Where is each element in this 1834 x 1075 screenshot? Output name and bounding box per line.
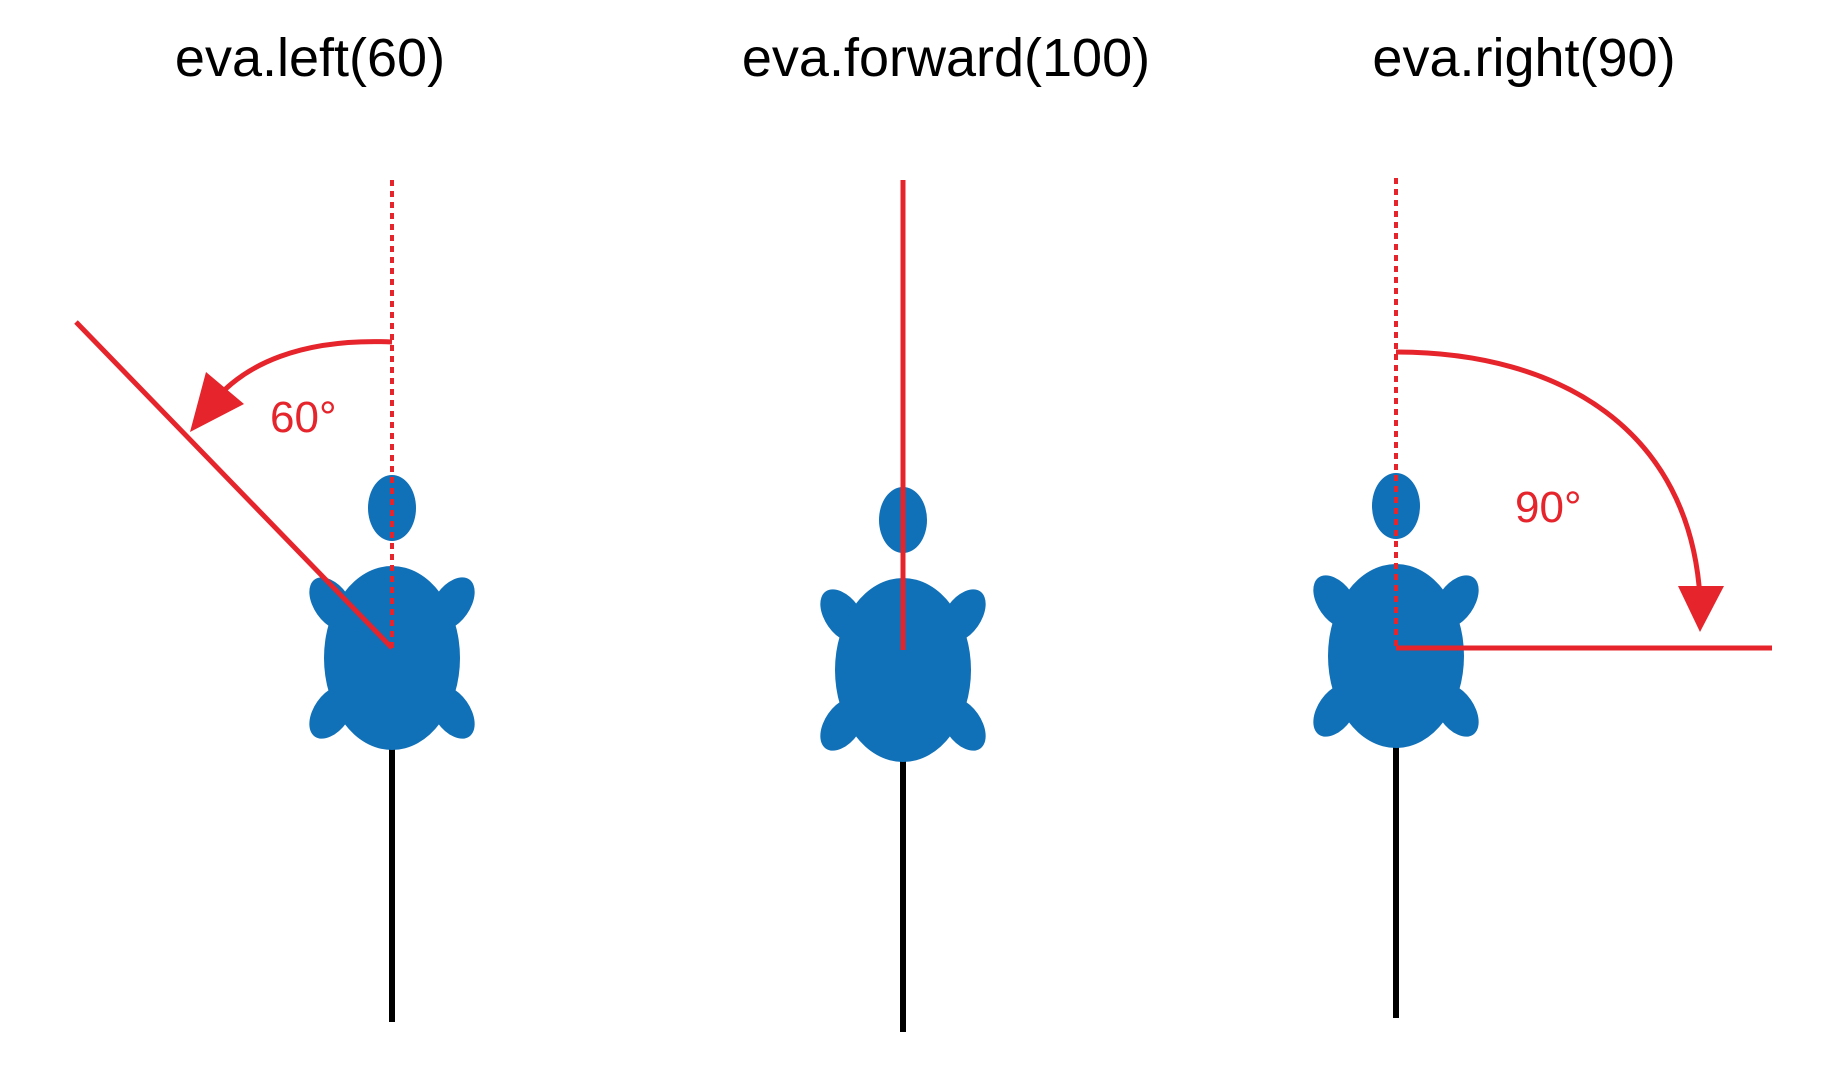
panel-left: eva.left(60) 60° — [74, 28, 484, 1022]
angle-label: 60° — [270, 393, 337, 442]
panel-forward: eva.forward(100) — [742, 28, 1150, 1032]
panel-right: eva.right(90) 90° — [1304, 28, 1772, 1018]
curved-arrow-icon — [213, 339, 393, 402]
new-heading-line — [74, 320, 394, 650]
arrow-head — [190, 372, 244, 432]
angle-label: 90° — [1515, 483, 1582, 532]
arrow-head — [1678, 586, 1724, 632]
panel-title: eva.forward(100) — [742, 28, 1150, 88]
panel-title: eva.right(90) — [1372, 28, 1675, 88]
curved-arrow-icon — [1395, 349, 1703, 599]
panel-title: eva.left(60) — [175, 28, 445, 88]
